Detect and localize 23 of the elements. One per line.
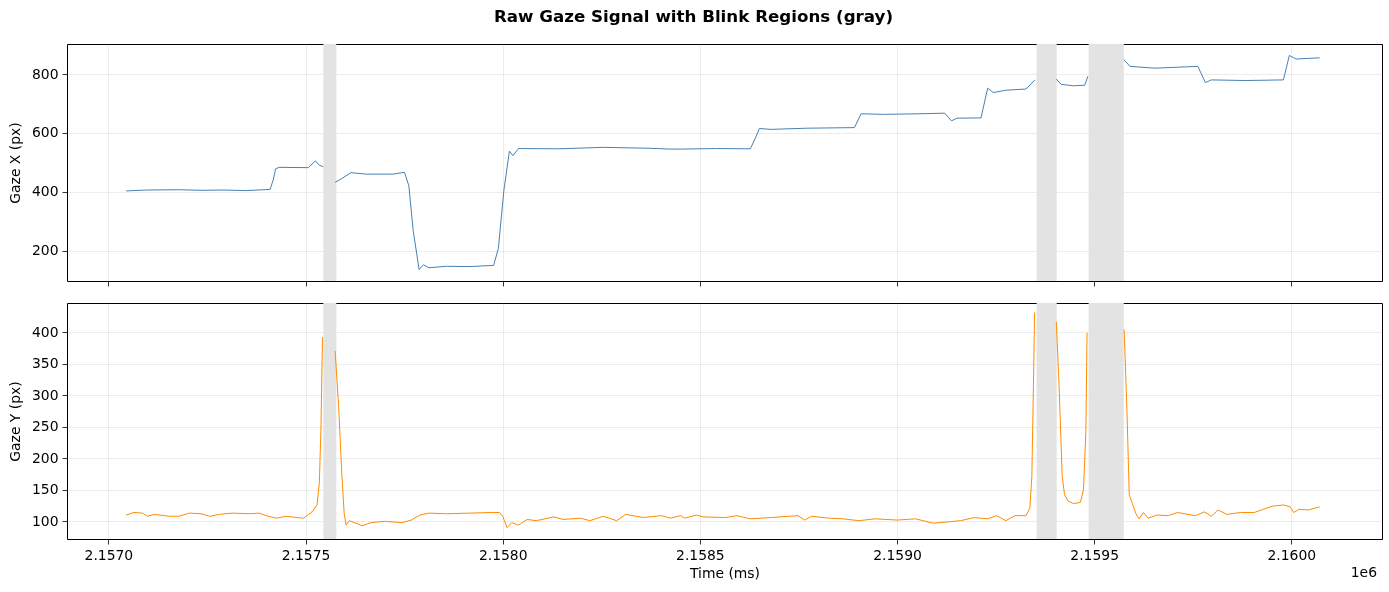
y-tick-label: 200 (31, 242, 59, 259)
x-tick-label: 2.1595 (1070, 546, 1119, 563)
y-tick-label: 400 (31, 323, 59, 340)
x-tick-label: 2.1600 (1267, 546, 1317, 563)
y-tick-label: 100 (31, 512, 59, 529)
y-tick-label: 150 (31, 481, 59, 498)
y-tick-label: 350 (31, 355, 59, 372)
y-tick-label: 600 (31, 124, 59, 141)
text: 1e6 (1350, 564, 1377, 580)
y-tick-label: 400 (31, 183, 59, 200)
y-tick-label: 300 (31, 386, 59, 403)
chart-title: Raw Gaze Signal with Blink Regions (gray) (493, 5, 894, 26)
x-tick-label: 2.1570 (84, 546, 134, 563)
x-tick-label: 2.1585 (676, 546, 725, 563)
x-axis-title: Time (ms) (688, 565, 761, 582)
y-tick-label: 200 (31, 449, 59, 466)
y-axis-title: Gaze Y (px) (6, 381, 23, 462)
x-tick-label: 2.1575 (281, 546, 331, 563)
y-tick-label: 250 (31, 418, 59, 435)
x-tick-label: 2.1580 (478, 546, 528, 563)
y-tick-label: 800 (31, 65, 59, 82)
x-tick-label: 2.1590 (873, 546, 922, 563)
y-axis-title: Gaze X (px) (6, 122, 23, 204)
